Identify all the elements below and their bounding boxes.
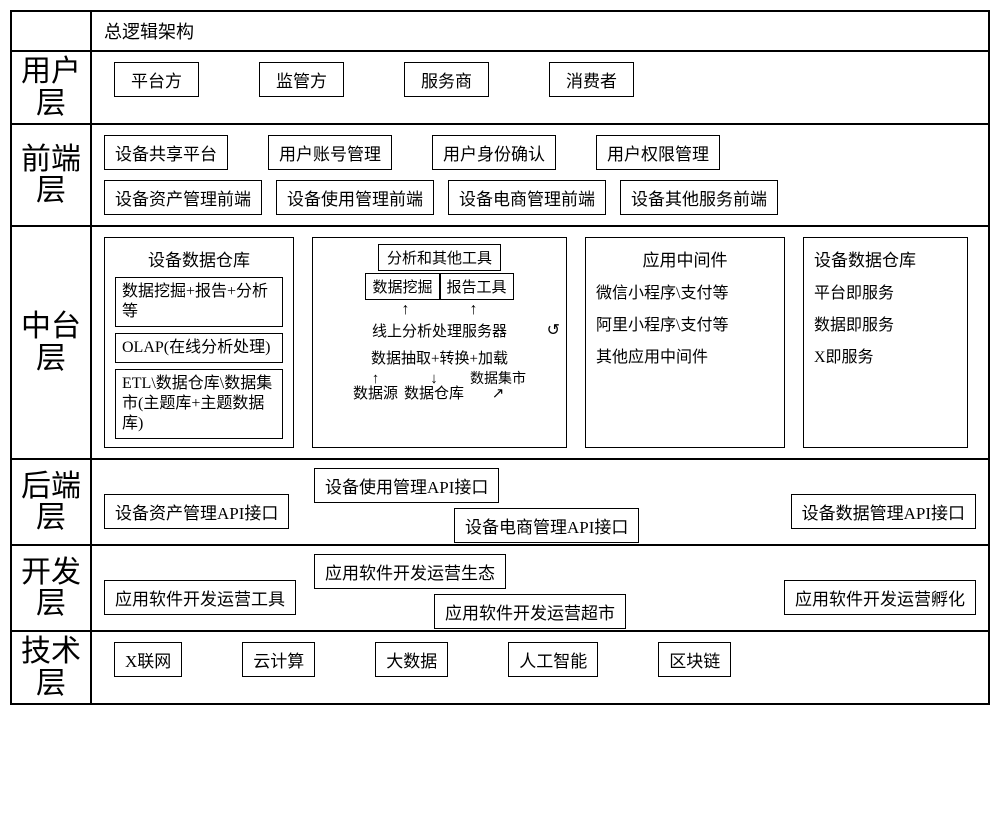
arrow-down-icon: ↓: [430, 372, 438, 387]
layer-content-user: 平台方 监管方 服务商 消费者: [92, 52, 988, 123]
layer-content-middle: 设备数据仓库 数据挖掘+报告+分析等 OLAP(在线分析处理) ETL\数据仓库…: [92, 227, 988, 458]
layer-frontend: 前端层 设备共享平台 用户账号管理 用户身份确认 用户权限管理 设备资产管理前端…: [12, 125, 988, 227]
layer-content-frontend: 设备共享平台 用户账号管理 用户身份确认 用户权限管理 设备资产管理前端 设备使…: [92, 125, 988, 225]
arrow-diag-icon: ↗: [492, 387, 505, 402]
tech-box: X联网: [114, 642, 182, 677]
panel-title: 应用中间件: [596, 246, 774, 271]
dev-box: 应用软件开发运营孵化: [784, 580, 976, 615]
panel-title: 设备数据仓库: [115, 246, 283, 271]
layer-dev: 开发层 应用软件开发运营生态 应用软件开发运营工具 应用软件开发运营孵化 应用软…: [12, 546, 988, 632]
panel-services: 设备数据仓库 平台即服务 数据即服务 X即服务: [803, 237, 968, 448]
workflow-wh: 数据仓库: [404, 387, 464, 402]
frontend-box: 设备资产管理前端: [104, 180, 262, 215]
layer-content-tech: X联网 云计算 大数据 人工智能 区块链: [92, 632, 988, 703]
layer-label-tech: 技术层: [12, 632, 92, 703]
header-spacer: [12, 12, 92, 50]
layer-middle: 中台层 设备数据仓库 数据挖掘+报告+分析等 OLAP(在线分析处理) ETL\…: [12, 227, 988, 460]
frontend-box: 设备电商管理前端: [448, 180, 606, 215]
warehouse-item: ETL\数据仓库\数据集市(主题库+主题数据库): [115, 369, 283, 439]
layer-label-backend: 后端层: [12, 460, 92, 544]
frontend-box: 用户权限管理: [596, 135, 720, 170]
frontend-box: 用户身份确认: [432, 135, 556, 170]
middleware-item: 其他应用中间件: [596, 343, 774, 367]
frontend-box: 用户账号管理: [268, 135, 392, 170]
workflow-server: 线上分析处理服务器: [372, 324, 507, 340]
diagram-title: 总逻辑架构: [92, 12, 988, 50]
backend-box: 设备资产管理API接口: [104, 494, 289, 529]
dev-box: 应用软件开发运营超市: [434, 594, 626, 629]
workflow-src: 数据源: [353, 387, 398, 402]
tech-box: 大数据: [375, 642, 448, 677]
user-box: 服务商: [404, 62, 489, 97]
tech-box: 人工智能: [508, 642, 598, 677]
service-item: 平台即服务: [814, 279, 957, 303]
layer-user: 用户层 平台方 监管方 服务商 消费者: [12, 52, 988, 125]
middleware-item: 阿里小程序\支付等: [596, 311, 774, 335]
header-row: 总逻辑架构: [12, 12, 988, 52]
service-item: X即服务: [814, 343, 957, 367]
middleware-item: 微信小程序\支付等: [596, 279, 774, 303]
workflow-topbox: 数据挖掘: [365, 273, 439, 300]
arrow-loop-icon: ↺: [547, 320, 560, 340]
arrow-up-icon: ↑: [372, 372, 380, 387]
tech-box: 云计算: [242, 642, 315, 677]
frontend-box: 设备使用管理前端: [276, 180, 434, 215]
dev-box: 应用软件开发运营工具: [104, 580, 296, 615]
service-item: 数据即服务: [814, 311, 957, 335]
tech-box: 区块链: [658, 642, 731, 677]
panel-workflow: 分析和其他工具 数据挖掘 报告工具 ↑↑ 线上分析处理服务器 ↺ 数据抽取+转换…: [312, 237, 567, 448]
frontend-box: 设备共享平台: [104, 135, 228, 170]
architecture-diagram: 总逻辑架构 用户层 平台方 监管方 服务商 消费者 前端层 设备共享平台 用户账…: [10, 10, 990, 705]
backend-box: 设备数据管理API接口: [791, 494, 976, 529]
user-box: 平台方: [114, 62, 199, 97]
layer-tech: 技术层 X联网 云计算 大数据 人工智能 区块链: [12, 632, 988, 703]
backend-box: 设备使用管理API接口: [314, 468, 499, 503]
user-box: 消费者: [549, 62, 634, 97]
layer-label-frontend: 前端层: [12, 125, 92, 225]
backend-box: 设备电商管理API接口: [454, 508, 639, 543]
layer-backend: 后端层 设备使用管理API接口 设备资产管理API接口 设备数据管理API接口 …: [12, 460, 988, 546]
layer-label-user: 用户层: [12, 52, 92, 123]
layer-content-backend: 设备使用管理API接口 设备资产管理API接口 设备数据管理API接口 设备电商…: [92, 460, 988, 544]
arrow-up-icon: ↑↑: [321, 302, 558, 318]
panel-warehouse: 设备数据仓库 数据挖掘+报告+分析等 OLAP(在线分析处理) ETL\数据仓库…: [104, 237, 294, 448]
layer-content-dev: 应用软件开发运营生态 应用软件开发运营工具 应用软件开发运营孵化 应用软件开发运…: [92, 546, 988, 630]
workflow-mart: 数据集市: [470, 373, 526, 387]
workflow-title: 分析和其他工具: [378, 244, 501, 271]
frontend-box: 设备其他服务前端: [620, 180, 778, 215]
dev-box: 应用软件开发运营生态: [314, 554, 506, 589]
workflow-topbox: 报告工具: [440, 273, 514, 300]
user-box: 监管方: [259, 62, 344, 97]
warehouse-item: OLAP(在线分析处理): [115, 333, 283, 363]
layer-label-middle: 中台层: [12, 227, 92, 458]
workflow-etl: 数据抽取+转换+加载: [321, 347, 558, 368]
panel-title: 设备数据仓库: [814, 246, 957, 271]
warehouse-item: 数据挖掘+报告+分析等: [115, 277, 283, 327]
layer-label-dev: 开发层: [12, 546, 92, 630]
panel-middleware: 应用中间件 微信小程序\支付等 阿里小程序\支付等 其他应用中间件: [585, 237, 785, 448]
